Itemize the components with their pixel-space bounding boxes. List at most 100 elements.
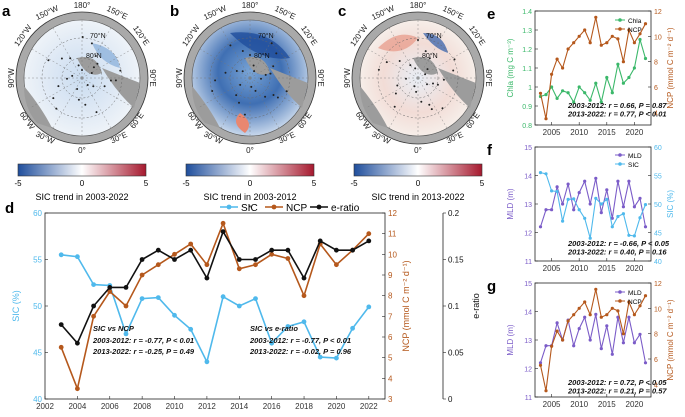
colorbar-mid: 0	[248, 179, 253, 188]
y-right-tick-label: 60	[654, 145, 662, 152]
significance-dot	[95, 111, 98, 114]
data-point-Chla	[605, 75, 609, 80]
legend-label: SIC	[628, 162, 639, 169]
y-left-label: SIC (%)	[11, 290, 21, 322]
data-point-SIC	[139, 296, 145, 301]
data-point-NCP	[643, 294, 648, 298]
map-label-lat80: 80°N	[254, 52, 270, 60]
x-tick-label: 2004	[68, 402, 86, 411]
significance-dot	[60, 57, 63, 60]
data-point-e-ratio	[188, 247, 194, 253]
data-point-Chla	[616, 62, 620, 66]
y-right-tick-label: 6	[388, 333, 393, 342]
x-tick-label: 2020	[626, 128, 644, 137]
data-point-Chla	[643, 56, 648, 61]
significance-dot	[241, 50, 244, 52]
data-point-NCP	[301, 293, 307, 299]
data-point-MLD	[594, 176, 598, 180]
data-point-e-ratio	[75, 340, 80, 346]
data-point-MLD	[588, 338, 592, 342]
significance-dot	[452, 69, 455, 72]
data-point-MLD	[583, 315, 587, 319]
series-line-MLD	[539, 178, 647, 227]
data-point-NCP	[643, 22, 648, 26]
map-label-lon90w: 90°W	[7, 68, 16, 88]
annotation-line: 2003-2012: r = 0.72, P < 0.05	[567, 378, 667, 387]
significance-dot	[252, 64, 255, 67]
y-right-tick-label: 7	[388, 312, 393, 321]
data-point-SIC	[538, 171, 543, 175]
data-point-NCP	[621, 332, 626, 336]
significance-dot	[224, 71, 227, 74]
legend-label: NCP	[628, 299, 642, 306]
data-point-Chla	[621, 81, 626, 85]
data-point-NCP	[561, 66, 565, 70]
colorbar-mid: 0	[416, 179, 421, 188]
caption-mark: *	[249, 205, 252, 212]
x-tick-label: 2020	[328, 402, 346, 411]
legend-marker	[618, 27, 622, 31]
data-point-NCP	[91, 313, 96, 319]
y-left-tick-label: 1	[528, 85, 532, 92]
annotation-line: 2003-2012: r = -0.77, P < 0.01	[249, 336, 351, 345]
data-point-SIC	[588, 236, 592, 240]
annotation-line: 2003-2012: r = -0.77, P < 0.01	[92, 336, 194, 345]
annotation-line: 2013-2022: r = 0.40, P = 0.16	[567, 248, 667, 257]
data-point-NCP	[550, 344, 554, 348]
annotation-line: 2013-2022: r = 0.21, P = 0.57	[567, 387, 667, 396]
data-point-MLD	[538, 361, 543, 365]
data-point-SIC	[599, 202, 603, 206]
data-point-SIC	[610, 225, 614, 229]
panel-label: g	[487, 278, 496, 295]
colorbar-max: 5	[312, 179, 317, 188]
y-left-tick-label: 12	[524, 367, 532, 374]
x-tick-label: 2015	[598, 128, 616, 137]
colorbar	[185, 163, 315, 177]
legend-marker	[618, 162, 622, 166]
y-left-tick-label: 14	[524, 174, 532, 181]
data-point-NCP	[172, 251, 177, 257]
data-point-SIC	[583, 216, 587, 220]
data-point-NCP	[220, 220, 226, 226]
map-label-lat80: 80°N	[86, 52, 102, 60]
significance-dot	[385, 61, 388, 64]
significance-dot	[420, 100, 423, 103]
data-point-SIC	[91, 282, 96, 287]
series-line-MLD	[539, 314, 647, 363]
data-point-e-ratio	[91, 303, 96, 309]
significance-dot	[396, 84, 399, 87]
map-label-lon90w: 90°W	[175, 68, 184, 88]
colorbar-max: 5	[144, 179, 149, 188]
data-point-NCP	[544, 389, 548, 393]
y-right-tick-label: 9	[388, 271, 393, 280]
data-point-e-ratio	[334, 247, 339, 253]
y-right-tick-label: 10	[654, 306, 662, 313]
data-point-Chla	[550, 85, 554, 89]
y-right2-tick-label: 0	[448, 395, 453, 404]
y-right-label: NCP (mmol C m⁻² d⁻¹)	[666, 299, 675, 381]
data-point-SIC	[75, 254, 80, 260]
significance-dot	[77, 98, 80, 101]
x-tick-label: 2010	[570, 400, 588, 409]
data-point-e-ratio	[139, 257, 145, 262]
y-left-label: MLD (m)	[506, 324, 515, 355]
data-point-SIC	[350, 325, 355, 331]
y-right-label: NCP (mmol C m⁻² d⁻¹)	[401, 260, 411, 351]
y-right-label: SIC (%)	[666, 190, 675, 218]
data-point-NCP	[610, 306, 614, 310]
significance-dot	[424, 73, 427, 76]
significance-dot	[92, 85, 95, 88]
panel-label: d	[5, 200, 14, 217]
meridian	[199, 77, 251, 108]
x-tick-label: 2020	[626, 400, 644, 409]
chart-g: g 2005 2010 2015 2020 11 12 13 14 15 MLD (m) 4 6 8 10 1…	[487, 278, 675, 409]
significance-dot	[276, 96, 279, 99]
y-right2-tick-label: 0.05	[448, 349, 464, 358]
data-point-SIC	[204, 359, 210, 365]
data-point-e-ratio	[253, 257, 258, 262]
data-point-MLD	[632, 341, 637, 345]
legend-marker	[618, 290, 622, 294]
data-point-NCP	[572, 41, 576, 45]
significance-dot	[430, 108, 433, 111]
data-point-MLD	[605, 188, 609, 192]
